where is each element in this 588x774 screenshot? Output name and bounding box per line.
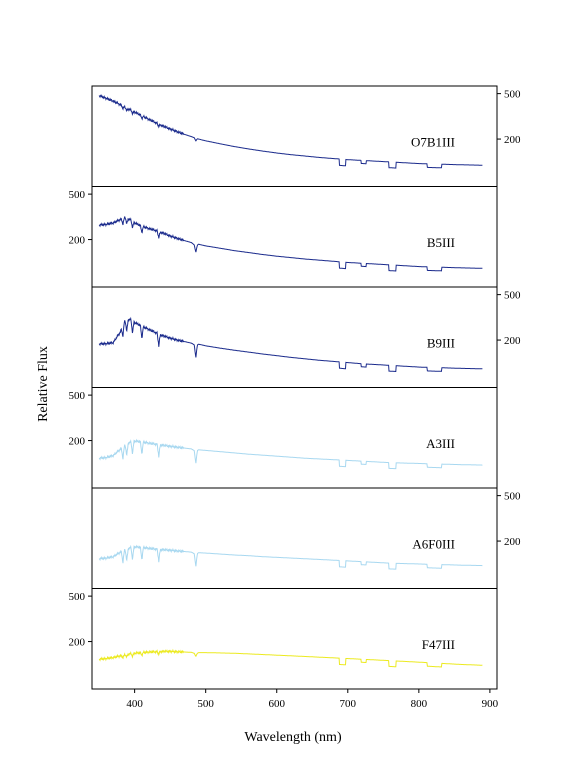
x-tick-label: 700 [340,698,357,710]
y-tick-label: 500 [504,89,521,101]
spectrum-line-f47iii [98,648,483,668]
spectrum-line-b9iii [98,316,483,373]
y-tick-label: 200 [504,536,521,548]
x-tick-label: 900 [482,698,499,710]
x-tick-label: 400 [126,698,143,710]
y-tick-label: 200 [504,134,521,146]
y-tick-label: 200 [504,335,521,347]
spectrum-label: A6F0III [412,536,455,551]
spectrum-line-o7b1iii [98,94,483,169]
spectrum-label: B5III [427,235,455,250]
y-tick-label: 500 [504,290,521,302]
y-tick-label: 200 [69,637,86,649]
spectrum-label: F47III [422,637,455,652]
spectrum-line-a6f0iii [98,544,483,570]
y-tick-label: 500 [69,189,86,201]
spectrum-label: O7B1III [411,134,455,149]
y-tick-label: 500 [504,491,521,503]
spectrum-line-b5iii [98,216,483,272]
x-tick-label: 800 [411,698,428,710]
y-axis-title: Relative Flux [36,346,51,422]
spectrum-label: B9III [427,335,455,350]
y-tick-label: 500 [69,591,86,603]
spectrum-label: A3III [426,436,455,451]
y-tick-label: 200 [69,235,86,247]
y-tick-label: 500 [69,390,86,402]
y-tick-label: 200 [69,436,86,448]
x-tick-label: 500 [197,698,214,710]
x-axis-title: Wavelength (nm) [244,730,342,745]
spectrum-line-a3iii [98,438,483,470]
x-tick-label: 600 [268,698,285,710]
